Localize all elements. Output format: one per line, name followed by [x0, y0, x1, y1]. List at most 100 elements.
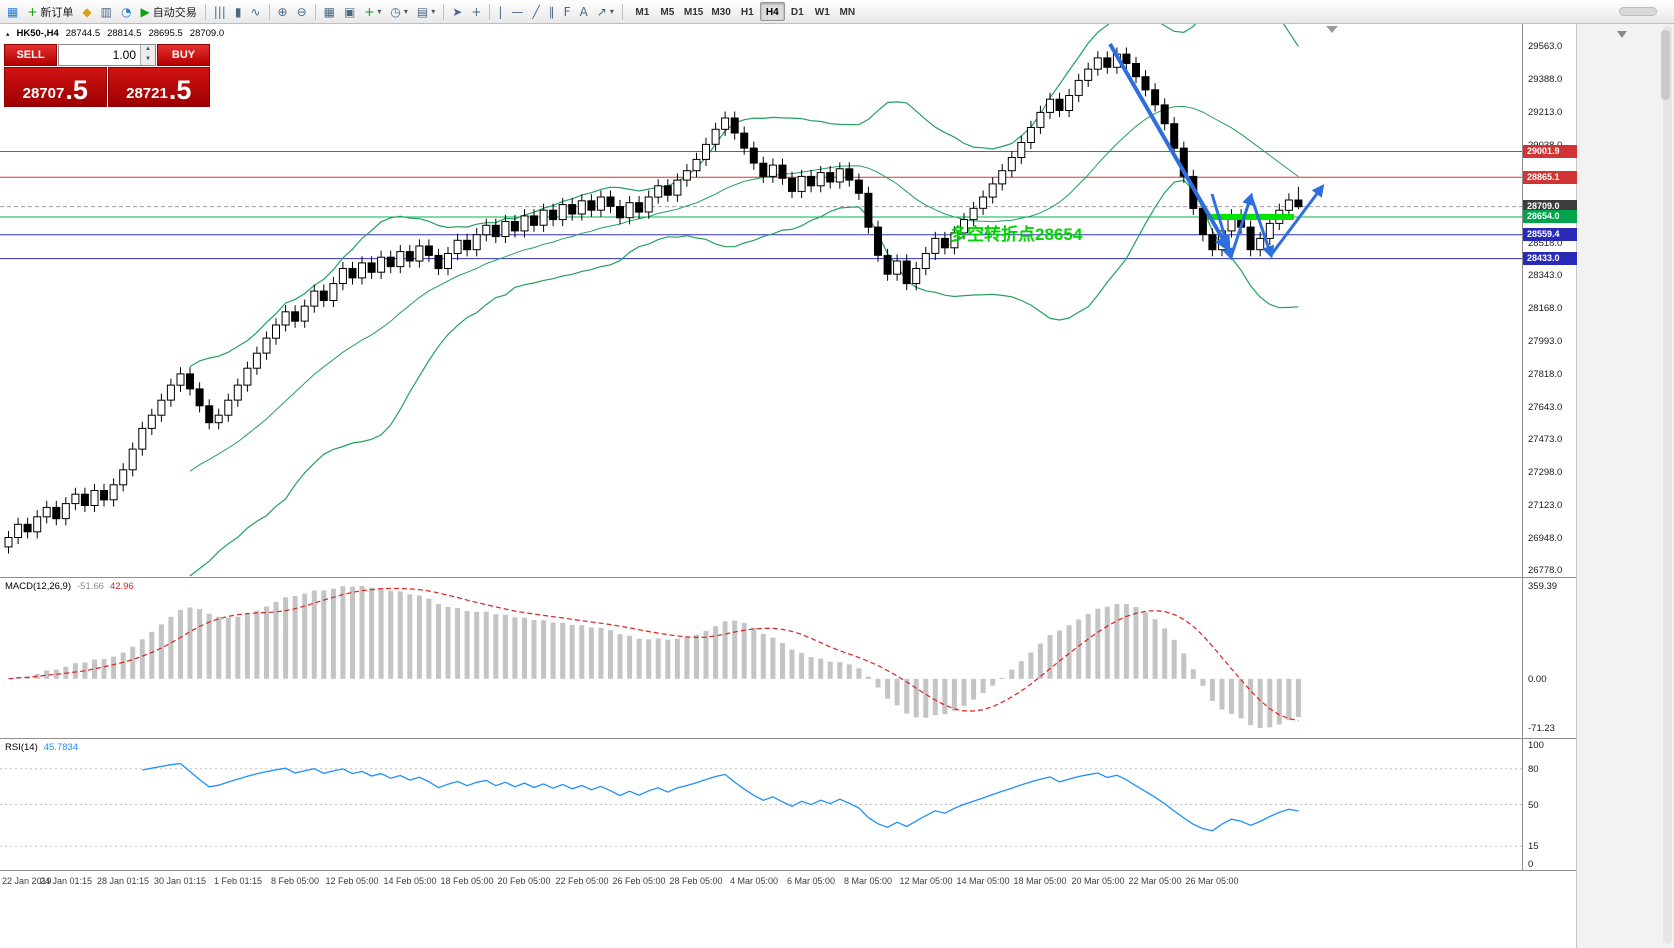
drawn-arrow-2[interactable]	[1210, 193, 1235, 261]
zoom-in-button[interactable]: ⊕	[274, 2, 292, 22]
gutter-collapse-icon[interactable]	[1617, 31, 1627, 38]
templates-button[interactable]: ▤ ▾	[413, 2, 439, 22]
charts-profile-button[interactable]: ◆	[78, 2, 95, 22]
right-gutter	[1576, 24, 1674, 948]
line-chart-type-icon: ∿	[250, 4, 261, 19]
indicators-button[interactable]: + ▾	[360, 2, 385, 22]
macd-histogram	[15, 586, 1301, 728]
vertical-scrollbar-thumb[interactable]	[1661, 30, 1670, 100]
line-chart-type-button[interactable]: ∿	[246, 2, 264, 22]
price-tick: 29388.0	[1528, 74, 1563, 85]
rsi-axis-label: 0	[1528, 859, 1534, 870]
ohlc-open: 28744.5	[65, 28, 101, 39]
indicators-icon: +	[364, 4, 375, 19]
bollinger-bands	[189, 0, 1299, 577]
price-tick: 27993.0	[1528, 336, 1563, 347]
toolbar-overflow-scrollbar[interactable]	[1619, 7, 1657, 16]
auto-trading-button[interactable]: ▶ 自动交易	[136, 2, 200, 22]
market-watch-icon: ▥	[100, 4, 112, 19]
drawn-arrow-5[interactable]	[1269, 183, 1325, 256]
price-tick: 28343.0	[1528, 270, 1563, 281]
fibonacci-button[interactable]: F	[560, 2, 575, 22]
market-watch-button[interactable]: ▥	[97, 2, 116, 22]
timeframe-d1[interactable]: D1	[790, 7, 804, 18]
arrange-windows-button[interactable]: ▣	[340, 2, 359, 22]
macd-main-value: -51.66	[77, 581, 104, 592]
toolbar-separator	[314, 3, 316, 20]
time-label: 22 Mar 05:00	[1128, 876, 1182, 886]
timeframe-h1[interactable]: H1	[740, 7, 754, 18]
equidistant-channel-button[interactable]: ∥	[545, 2, 559, 22]
buy-button[interactable]: BUY	[157, 44, 210, 66]
panel-separator[interactable]	[0, 870, 1576, 871]
caret-down-icon: ▾	[431, 7, 436, 16]
drawn-arrow-4[interactable]	[1249, 195, 1275, 259]
drawn-arrow-1[interactable]	[1108, 42, 1231, 253]
timeframe-w1[interactable]: W1	[814, 7, 830, 18]
crosshair-button[interactable]: +	[467, 2, 485, 22]
price-badge-29001.9: 29001.9	[1523, 145, 1577, 158]
volume-input[interactable]: 1.00	[112, 48, 136, 62]
timeframe-m5[interactable]: M5	[660, 7, 675, 18]
rsi-axis-label: 100	[1528, 740, 1544, 751]
timeframe-m1[interactable]: M1	[635, 7, 650, 18]
timeframe-h4[interactable]: H4	[759, 2, 785, 21]
time-label: 12 Feb 05:00	[325, 876, 379, 886]
volume-stepper[interactable]: 1.00 ▲ ▼	[58, 44, 156, 66]
macd-header: MACD(12,26,9) -51.66 42.96	[5, 581, 134, 592]
refresh-button[interactable]: ◔	[117, 2, 135, 22]
sell-button[interactable]: SELL	[4, 44, 57, 66]
rsi-value: 45.7834	[43, 742, 79, 753]
arrange-windows-icon: ▣	[343, 4, 356, 19]
new-order-button[interactable]: + 新订单	[23, 2, 77, 22]
collapse-icon[interactable]: ▴	[6, 30, 10, 38]
time-label: 30 Jan 01:15	[153, 876, 207, 886]
arrows-tool-button[interactable]: ↗ ▾	[593, 2, 618, 22]
chart-shift-marker[interactable]	[1326, 26, 1338, 33]
macd-canvas[interactable]	[0, 578, 1522, 738]
buy-price: 28721	[126, 85, 168, 102]
text-label-button[interactable]: A	[576, 2, 592, 22]
tile-windows-button[interactable]: ▦	[320, 2, 339, 22]
price-axis: 29563.029388.029213.029038.028863.028688…	[1522, 24, 1577, 871]
zoom-out-button[interactable]: ⊖	[293, 2, 311, 22]
time-label: 22 Feb 05:00	[555, 876, 609, 886]
drawn-arrow-3[interactable]	[1229, 192, 1255, 258]
volume-spin-buttons[interactable]: ▲ ▼	[140, 45, 155, 65]
rsi-panel[interactable]	[0, 739, 1522, 870]
buy-price-button[interactable]: 28721 .5	[107, 67, 210, 107]
macd-axis-label: 0.00	[1528, 674, 1547, 685]
bar-chart-type-icon: |||	[213, 4, 226, 19]
annotation-text[interactable]: 多空转折点28654	[950, 224, 1083, 244]
timeframe-mn[interactable]: MN	[839, 7, 856, 18]
toolbar-separator	[489, 3, 491, 20]
main-chart-canvas[interactable]: 多空转折点28654	[0, 0, 1522, 577]
rsi-header: RSI(14) 45.7834	[5, 742, 78, 753]
toolbar-separator	[621, 3, 623, 20]
spin-down-icon[interactable]: ▼	[141, 55, 155, 65]
rsi-canvas[interactable]	[0, 739, 1522, 870]
panel-separator[interactable]	[0, 577, 1576, 578]
spin-up-icon[interactable]: ▲	[141, 45, 155, 55]
symbol-timeframe-label: HK50-,H4	[16, 28, 59, 39]
bar-chart-type-button[interactable]: |||	[210, 2, 230, 22]
rsi-label: RSI(14)	[5, 742, 38, 753]
sell-price-button[interactable]: 28707 .5	[4, 67, 107, 107]
vertical-line-button[interactable]: |	[494, 2, 506, 22]
timeframe-m30[interactable]: M30	[711, 7, 731, 18]
panel-separator[interactable]	[0, 738, 1576, 739]
candlestick-chart-type-button[interactable]: ▮	[231, 2, 246, 22]
cursor-button[interactable]: ➤	[448, 2, 466, 22]
price-tick: 26778.0	[1528, 565, 1563, 576]
time-label: 14 Feb 05:00	[383, 876, 437, 886]
periods-button[interactable]: ◷ ▾	[386, 2, 412, 22]
timeframe-m15[interactable]: M15	[683, 7, 704, 18]
app-menu-button[interactable]: ▦	[3, 2, 22, 22]
horizontal-line-button[interactable]: —	[507, 2, 527, 22]
price-badge-28709.0: 28709.0	[1523, 200, 1577, 213]
vertical-scrollbar-track[interactable]	[1661, 26, 1672, 944]
macd-panel[interactable]	[0, 578, 1522, 738]
main-chart-panel[interactable]: 多空转折点28654	[0, 0, 1522, 577]
trendline-button[interactable]: ╱	[528, 2, 543, 22]
